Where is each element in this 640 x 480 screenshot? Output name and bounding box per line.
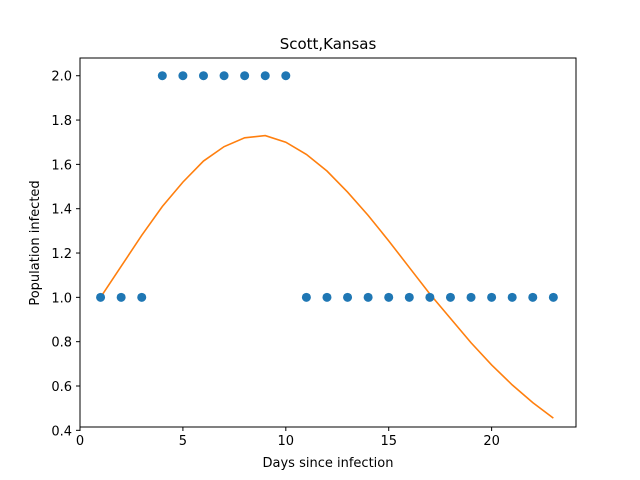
x-tick-label: 10 bbox=[278, 434, 295, 449]
y-tick-label: 0.8 bbox=[51, 336, 72, 351]
data-point bbox=[281, 71, 291, 81]
y-axis-label: Population infected bbox=[28, 180, 43, 305]
data-point bbox=[548, 292, 558, 302]
data-point bbox=[322, 292, 332, 302]
y-tick-label: 1.6 bbox=[51, 158, 72, 173]
y-tick-label: 0.6 bbox=[51, 380, 72, 395]
data-point bbox=[178, 71, 188, 81]
data-point bbox=[137, 292, 147, 302]
data-point bbox=[384, 292, 394, 302]
plot-area bbox=[96, 71, 558, 419]
data-point bbox=[219, 71, 229, 81]
data-point bbox=[198, 71, 208, 81]
data-point bbox=[116, 292, 126, 302]
y-tick-label: 0.4 bbox=[51, 424, 72, 439]
data-point bbox=[425, 292, 435, 302]
y-tick-label: 2.0 bbox=[51, 70, 72, 85]
data-point bbox=[343, 292, 353, 302]
data-point bbox=[363, 292, 373, 302]
data-point bbox=[240, 71, 250, 81]
data-point bbox=[260, 71, 270, 81]
y-tick-label: 1.4 bbox=[51, 203, 72, 218]
axes: 0 5 10 15 20 0.4 0.6 0.8 1.0 1.2 1.4 1.6 1.8 2.0 bbox=[51, 57, 577, 449]
x-tick-label: 15 bbox=[380, 434, 397, 449]
x-tick-label: 0 bbox=[76, 434, 84, 449]
data-point bbox=[301, 292, 311, 302]
data-point bbox=[487, 292, 497, 302]
plot-frame bbox=[79, 57, 577, 428]
data-point bbox=[157, 71, 167, 81]
series-line bbox=[99, 134, 554, 419]
y-tick-label: 1.0 bbox=[51, 291, 72, 306]
data-point bbox=[466, 292, 476, 302]
y-tick-label: 1.2 bbox=[51, 247, 72, 262]
x-tick-label: 20 bbox=[483, 434, 500, 449]
data-point bbox=[445, 292, 455, 302]
y-tick-label: 1.8 bbox=[51, 114, 72, 129]
x-tick-label: 5 bbox=[179, 434, 187, 449]
data-point bbox=[404, 292, 414, 302]
data-point bbox=[507, 292, 517, 302]
data-point bbox=[528, 292, 538, 302]
data-point bbox=[96, 292, 106, 302]
x-axis-label: Days since infection bbox=[263, 456, 394, 471]
chart-title: Scott,Kansas bbox=[280, 35, 377, 53]
